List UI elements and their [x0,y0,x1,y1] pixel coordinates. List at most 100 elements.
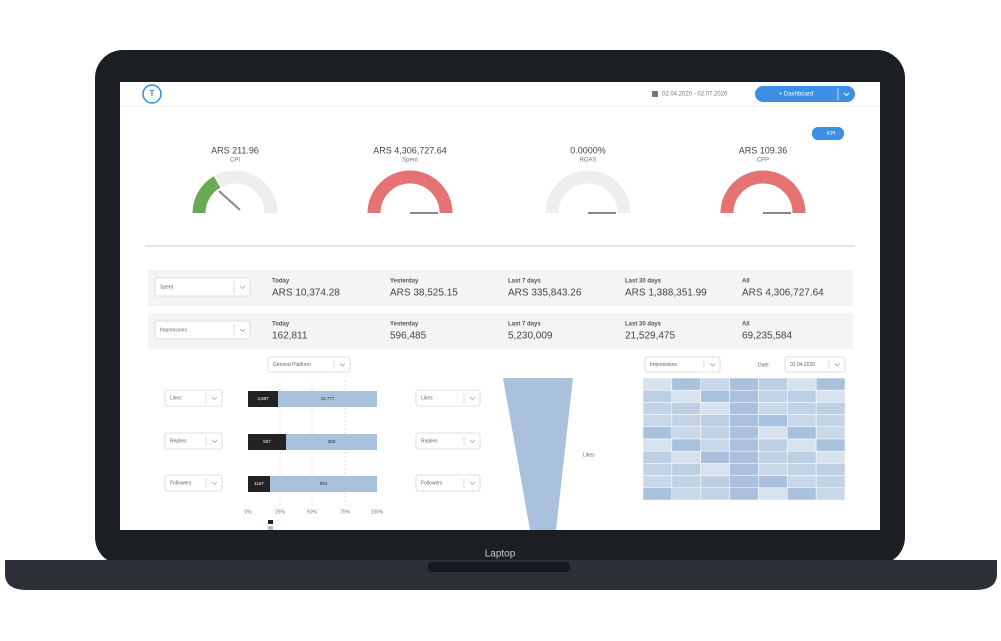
heat-cell [815,389,846,403]
heat-cell [787,438,817,452]
gauge-fill [192,176,221,214]
kpi-button-label: KPI [827,131,836,137]
heat-cell [729,426,759,440]
heat-cell [700,475,730,489]
heat-cell [642,475,673,489]
heat-cell [642,402,673,415]
gauge-track [545,170,631,214]
dropdown-caret [709,363,716,367]
stat-value: ARS 335,843.26 [508,288,582,299]
stat-value: ARS 4,306,727.64 [742,288,824,299]
legend-swatch [268,520,273,524]
heat-cell [815,450,846,464]
bar-dark [248,434,286,450]
gauge-value: 0.0000% [570,145,606,155]
stat-label: Yesterday [390,322,419,328]
dropdown[interactable] [154,320,251,340]
heat-cell [729,475,759,489]
heat-cell [642,389,673,403]
bar-left-label: 507 [263,439,271,444]
heat-cell [787,414,817,428]
heat-cell [729,389,759,403]
dropdown[interactable] [267,356,351,373]
heat-cell [700,414,730,428]
heat-cell [787,475,817,489]
dropdown-caret [469,396,476,400]
kpi-button[interactable] [812,127,844,140]
gauge-needle [218,190,241,211]
dropdown-caret [469,439,476,443]
heat-cell [671,487,701,501]
stat-value: ARS 1,388,351.99 [625,288,707,299]
heat-cell [671,475,701,489]
heat-cell [729,402,759,415]
dropdown-label: 02.04.2020 [790,362,815,368]
heat-cell [758,426,788,440]
heat-cell [758,438,788,452]
dropdown-label: Followers [170,480,192,486]
stat-value: 596,485 [390,331,427,342]
heat-cell [671,426,701,440]
heat-cell [758,450,788,464]
heat-cell [642,487,673,501]
gauge-label: CPP [757,158,769,164]
heat-cell [815,438,846,452]
dropdown[interactable] [164,389,223,407]
stats-row [148,313,853,349]
axis-label: 75% [340,509,351,515]
dropdown-caret [339,363,346,367]
heat-cell [815,402,846,415]
axis-label: 0% [244,509,252,515]
heat-cell [700,463,730,476]
dropdown-label: Likes [170,395,182,401]
dashboard-button-label: + Dashboard [779,92,814,98]
heat-cell [758,463,788,476]
bar-right-label: 16,777 [321,396,335,401]
dropdown-label: General Platform [273,362,311,368]
stats-row [148,270,853,306]
dropdown-caret [469,481,476,485]
gauge-track [720,170,806,214]
bar-rest [248,391,377,407]
heat-cell [758,414,788,428]
stat-label: All [742,279,750,285]
heat-cell [729,438,759,452]
heat-cell [758,475,788,489]
dropdown-label: Impressions [650,362,677,368]
dropdown-caret [211,396,218,400]
dashboard-button[interactable] [755,86,855,102]
bar-rest [248,476,377,492]
heat-cell [815,475,846,489]
axis-label: 50% [307,509,318,515]
dropdown[interactable] [164,474,223,492]
heat-cell [815,463,846,476]
legend-swatch [268,526,273,530]
dropdown-caret [211,439,218,443]
calendar-icon [652,91,658,97]
heat-cell [787,463,817,476]
heat-cell [729,414,759,428]
notch [428,562,570,572]
heat-cell [642,463,673,476]
heat-cell [671,402,701,415]
dropdown-label: Impressions [160,327,187,333]
stat-value: ARS 10,374.28 [272,288,340,299]
dropdown[interactable] [154,277,251,297]
gauge-label: Spent [402,158,418,164]
stat-value: ARS 38,525.15 [390,288,458,299]
heat-cell [642,377,673,391]
heat-cell [787,450,817,464]
stat-label: All [742,322,750,328]
dropdown[interactable] [164,432,223,450]
dropdown[interactable] [644,356,721,373]
dropdown[interactable] [784,356,846,373]
logo[interactable] [142,84,162,104]
stat-label: Today [272,322,290,328]
heat-cell [671,389,701,403]
heat-cell [700,389,730,403]
date-range[interactable]: 02.04.2020 - 02.07.2020 [662,92,728,98]
logo-mark: T [150,89,155,98]
funnel [503,378,573,530]
gauge-label: CPI [230,158,240,164]
